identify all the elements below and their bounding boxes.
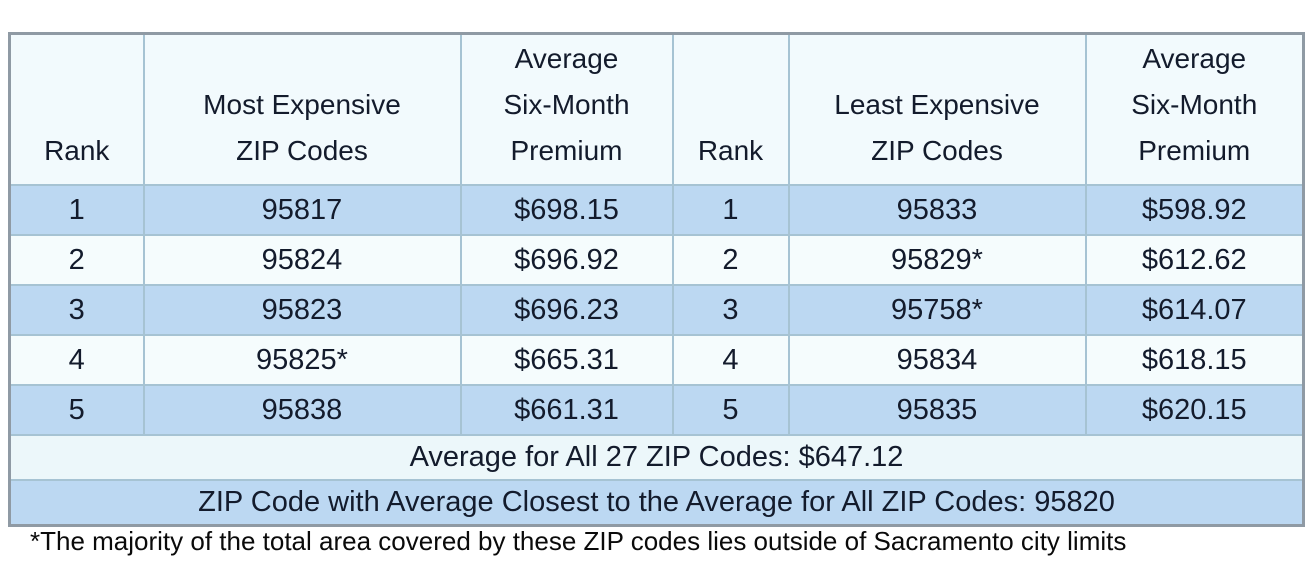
- zip-premium-table: Rank Most Expensive ZIP Codes Average Si…: [8, 32, 1305, 527]
- premium-cell: $661.31: [459, 384, 674, 436]
- rank-cell: 2: [8, 234, 145, 286]
- table-body: 1 95817 $698.15 1 95833 $598.92 2 95824 …: [8, 184, 1305, 436]
- premium-cell: $614.07: [1084, 284, 1305, 336]
- header-rank-left: Rank: [8, 32, 145, 186]
- table-row: 5 95838 $661.31 5 95835 $620.15: [8, 384, 1305, 436]
- rank-cell: 4: [671, 334, 790, 386]
- rank-cell: 5: [8, 384, 145, 436]
- rank-cell: 2: [671, 234, 790, 286]
- rank-cell: 5: [671, 384, 790, 436]
- premium-cell: $696.92: [459, 234, 674, 286]
- summary-row-average: Average for All 27 ZIP Codes: $647.12: [8, 434, 1305, 481]
- zip-cell: 95834: [787, 334, 1087, 386]
- header-rank-right: Rank: [671, 32, 790, 186]
- rank-cell: 3: [8, 284, 145, 336]
- header-row: Rank Most Expensive ZIP Codes Average Si…: [8, 32, 1305, 186]
- rank-cell: 3: [671, 284, 790, 336]
- header-premium-right: Average Six-Month Premium: [1084, 32, 1305, 186]
- summary-zip-closest-to-average: ZIP Code with Average Closest to the Ave…: [8, 479, 1305, 526]
- footnote-asterisk: *The majority of the total area covered …: [30, 526, 1127, 556]
- zip-cell: 95829*: [787, 234, 1087, 286]
- premium-cell: $612.62: [1084, 234, 1305, 286]
- table-row: 1 95817 $698.15 1 95833 $598.92: [8, 184, 1305, 236]
- zip-cell: 95835: [787, 384, 1087, 436]
- table-header: Rank Most Expensive ZIP Codes Average Si…: [8, 32, 1305, 186]
- zip-cell: 95833: [787, 184, 1087, 236]
- rank-cell: 1: [671, 184, 790, 236]
- premium-cell: $598.92: [1084, 184, 1305, 236]
- zip-cell: 95824: [142, 234, 462, 286]
- premium-cell: $618.15: [1084, 334, 1305, 386]
- summary-average-all-zips: Average for All 27 ZIP Codes: $647.12: [8, 434, 1305, 481]
- table-summary: Average for All 27 ZIP Codes: $647.12 ZI…: [8, 434, 1305, 526]
- header-least-expensive-zip: Least Expensive ZIP Codes: [787, 32, 1087, 186]
- premium-cell: $620.15: [1084, 384, 1305, 436]
- table-row: 4 95825* $665.31 4 95834 $618.15: [8, 334, 1305, 386]
- zip-cell: 95758*: [787, 284, 1087, 336]
- zip-cell: 95838: [142, 384, 462, 436]
- premium-cell: $696.23: [459, 284, 674, 336]
- zip-cell: 95823: [142, 284, 462, 336]
- premium-cell: $665.31: [459, 334, 674, 386]
- premium-cell: $698.15: [459, 184, 674, 236]
- summary-row-closest: ZIP Code with Average Closest to the Ave…: [8, 479, 1305, 526]
- zip-cell: 95825*: [142, 334, 462, 386]
- header-premium-left: Average Six-Month Premium: [459, 32, 674, 186]
- rank-cell: 1: [8, 184, 145, 236]
- table-row: 3 95823 $696.23 3 95758* $614.07: [8, 284, 1305, 336]
- rank-cell: 4: [8, 334, 145, 386]
- zip-cell: 95817: [142, 184, 462, 236]
- header-most-expensive-zip: Most Expensive ZIP Codes: [142, 32, 462, 186]
- table-row: 2 95824 $696.92 2 95829* $612.62: [8, 234, 1305, 286]
